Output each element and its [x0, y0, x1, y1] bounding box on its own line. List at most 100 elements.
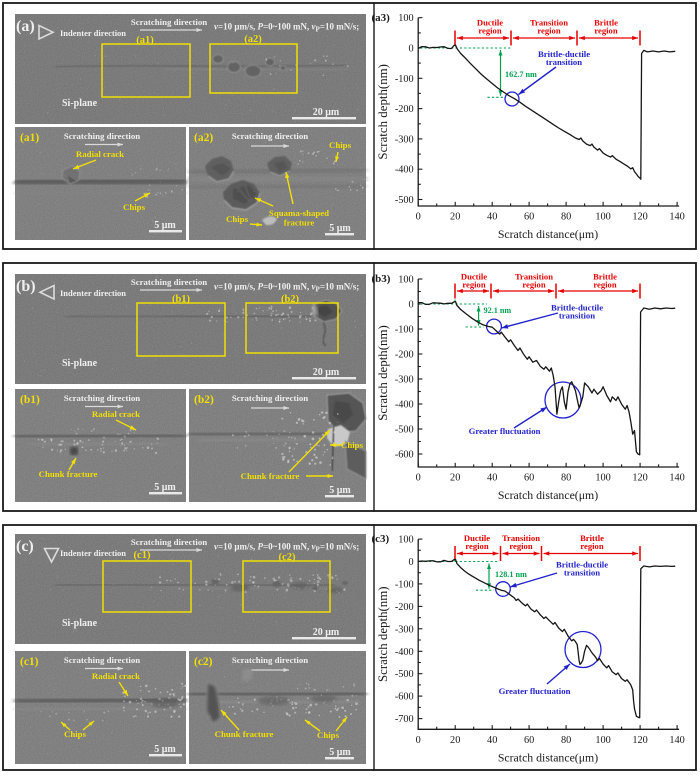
svg-text:region: region: [478, 26, 501, 36]
svg-text:-600: -600: [395, 450, 414, 461]
svg-text:region: region: [465, 541, 488, 551]
svg-text:Si-plane: Si-plane: [62, 98, 98, 109]
svg-text:Indenter direction: Indenter direction: [60, 28, 126, 38]
svg-text:80: 80: [561, 473, 571, 484]
svg-text:-500: -500: [395, 425, 414, 436]
svg-text:140: 140: [669, 735, 684, 746]
svg-text:Scratching direction: Scratching direction: [232, 393, 308, 403]
svg-text:Scratch depth(nm): Scratch depth(nm): [376, 64, 390, 160]
svg-text:Radial crack: Radial crack: [92, 671, 140, 681]
svg-text:0: 0: [416, 735, 421, 746]
svg-text:Squama-shaped: Squama-shaped: [269, 208, 329, 218]
svg-text:-200: -200: [395, 104, 414, 115]
svg-text:5 μm: 5 μm: [154, 744, 176, 755]
svg-text:120: 120: [632, 473, 647, 484]
svg-text:Chips: Chips: [329, 140, 352, 150]
svg-text:(a3): (a3): [372, 12, 391, 24]
svg-text:Transition: Transition: [530, 18, 568, 28]
svg-text:Greater fluctuation: Greater fluctuation: [469, 426, 541, 436]
svg-text:Ductile: Ductile: [477, 18, 503, 28]
svg-text:80: 80: [561, 212, 571, 223]
svg-text:-300: -300: [395, 134, 414, 145]
svg-text:-100: -100: [395, 325, 414, 336]
svg-text:region: region: [593, 280, 616, 290]
svg-text:v=10 μm/s, P=0~100 mN, vP=10: v=10 μm/s, P=0~100 mN, vP=10 mN/s;: [214, 22, 359, 34]
svg-text:0: 0: [409, 300, 414, 311]
svg-text:0: 0: [416, 473, 421, 484]
svg-text:Chips: Chips: [64, 729, 87, 739]
svg-text:Ductile: Ductile: [464, 533, 490, 543]
svg-text:region: region: [580, 541, 603, 551]
svg-text:Scratch depth(nm): Scratch depth(nm): [376, 325, 390, 421]
svg-text:region: region: [594, 26, 617, 36]
svg-text:Scratching direction: Scratching direction: [64, 131, 140, 141]
svg-text:fracture: fracture: [284, 218, 315, 228]
svg-text:Scratch distance(μm): Scratch distance(μm): [498, 750, 598, 764]
svg-text:(b2): (b2): [194, 394, 214, 406]
svg-text:Brittle: Brittle: [594, 18, 618, 28]
svg-text:transition: transition: [546, 57, 582, 67]
svg-text:162.7 nm: 162.7 nm: [505, 70, 537, 79]
svg-text:transition: transition: [564, 568, 600, 578]
svg-text:Scratch distance(μm): Scratch distance(μm): [498, 488, 598, 502]
svg-text:v=10 μm/s, P=0~100 mN, vP=10: v=10 μm/s, P=0~100 mN, vP=10 mN/s;: [214, 542, 359, 554]
svg-text:20: 20: [450, 735, 460, 746]
svg-text:-700: -700: [395, 714, 414, 725]
svg-text:Ductile: Ductile: [461, 272, 487, 282]
svg-text:(b1): (b1): [172, 294, 191, 305]
svg-text:-100: -100: [395, 579, 414, 590]
svg-text:0: 0: [409, 557, 414, 568]
svg-text:120: 120: [632, 735, 647, 746]
svg-text:Scratching direction: Scratching direction: [131, 537, 207, 547]
svg-text:100: 100: [398, 535, 413, 546]
svg-text:20 μm: 20 μm: [313, 107, 340, 118]
svg-text:region: region: [462, 280, 485, 290]
svg-text:100: 100: [595, 735, 610, 746]
svg-text:60: 60: [524, 735, 534, 746]
svg-text:100: 100: [595, 473, 610, 484]
svg-text:Chunk fracture: Chunk fracture: [215, 729, 274, 739]
svg-text:Radial crack: Radial crack: [76, 149, 124, 159]
svg-text:120: 120: [632, 212, 647, 223]
svg-text:(a): (a): [16, 18, 35, 35]
svg-text:Chips: Chips: [317, 730, 340, 740]
svg-text:Scratching direction: Scratching direction: [64, 655, 140, 665]
svg-text:(a1): (a1): [136, 35, 154, 46]
svg-text:(c2): (c2): [279, 552, 296, 563]
svg-text:0: 0: [416, 212, 421, 223]
svg-text:(c2): (c2): [194, 656, 213, 668]
svg-text:-300: -300: [395, 624, 414, 635]
svg-text:20 μm: 20 μm: [313, 627, 340, 638]
svg-text:100: 100: [398, 275, 413, 286]
svg-text:Brittle-ductile: Brittle-ductile: [551, 303, 603, 313]
svg-text:Scratch distance(μm): Scratch distance(μm): [498, 227, 598, 241]
svg-text:140: 140: [669, 473, 684, 484]
svg-text:60: 60: [524, 212, 534, 223]
svg-text:Chips: Chips: [341, 440, 364, 450]
svg-text:(c): (c): [16, 538, 34, 555]
svg-text:5 μm: 5 μm: [329, 223, 351, 234]
svg-text:Brittle-ductile: Brittle-ductile: [538, 49, 590, 59]
svg-text:100: 100: [595, 212, 610, 223]
svg-text:(b3): (b3): [372, 273, 391, 285]
svg-text:Brittle: Brittle: [580, 533, 604, 543]
svg-text:(a2): (a2): [194, 132, 213, 144]
svg-text:20: 20: [450, 212, 460, 223]
svg-text:-400: -400: [395, 165, 414, 176]
svg-text:(b2): (b2): [281, 294, 300, 305]
svg-text:Scratching direction: Scratching direction: [232, 131, 308, 141]
svg-text:5 μm: 5 μm: [154, 220, 176, 231]
svg-text:Chips: Chips: [123, 202, 146, 212]
svg-text:transition: transition: [559, 311, 595, 321]
svg-text:Scratching direction: Scratching direction: [232, 655, 308, 665]
svg-text:40: 40: [487, 212, 497, 223]
svg-text:Si-plane: Si-plane: [62, 618, 98, 629]
svg-text:5 μm: 5 μm: [154, 482, 176, 493]
svg-text:-100: -100: [395, 74, 414, 85]
svg-text:(b1): (b1): [20, 394, 40, 406]
svg-text:20 μm: 20 μm: [313, 367, 340, 378]
svg-text:(c1): (c1): [20, 656, 39, 668]
svg-text:40: 40: [487, 735, 497, 746]
svg-text:-400: -400: [395, 647, 414, 658]
svg-text:-400: -400: [395, 400, 414, 411]
